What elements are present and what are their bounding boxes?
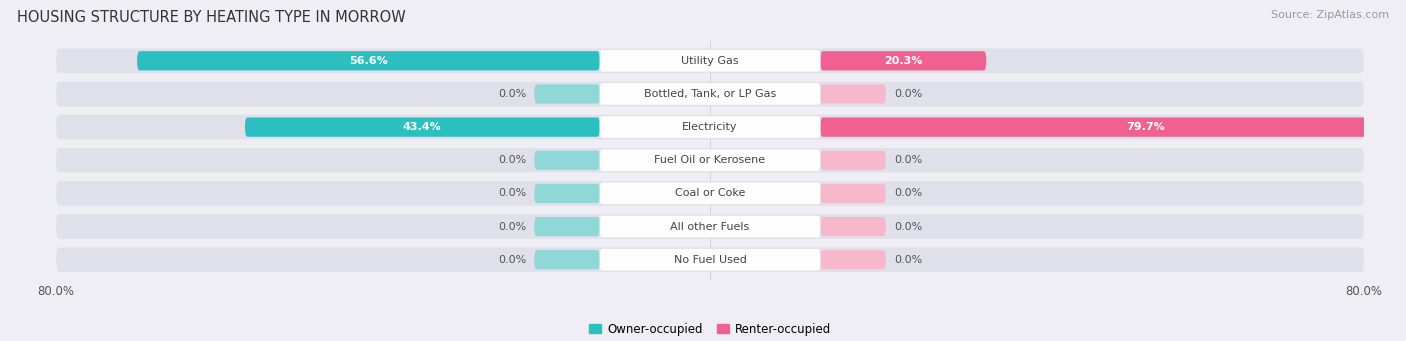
Text: Fuel Oil or Kerosene: Fuel Oil or Kerosene	[654, 155, 766, 165]
Text: 43.4%: 43.4%	[404, 122, 441, 132]
FancyBboxPatch shape	[820, 118, 1406, 137]
Text: 0.0%: 0.0%	[498, 222, 526, 232]
FancyBboxPatch shape	[56, 115, 1364, 139]
Legend: Owner-occupied, Renter-occupied: Owner-occupied, Renter-occupied	[585, 318, 835, 341]
Text: All other Fuels: All other Fuels	[671, 222, 749, 232]
FancyBboxPatch shape	[56, 48, 1364, 73]
FancyBboxPatch shape	[820, 184, 886, 203]
FancyBboxPatch shape	[534, 151, 600, 170]
FancyBboxPatch shape	[820, 151, 886, 170]
Text: 79.7%: 79.7%	[1126, 122, 1166, 132]
FancyBboxPatch shape	[534, 217, 600, 236]
FancyBboxPatch shape	[245, 118, 600, 137]
Text: Utility Gas: Utility Gas	[682, 56, 738, 66]
Text: No Fuel Used: No Fuel Used	[673, 255, 747, 265]
FancyBboxPatch shape	[820, 250, 886, 269]
FancyBboxPatch shape	[136, 51, 600, 71]
FancyBboxPatch shape	[534, 250, 600, 269]
Text: Source: ZipAtlas.com: Source: ZipAtlas.com	[1271, 10, 1389, 20]
FancyBboxPatch shape	[56, 148, 1364, 173]
Text: 0.0%: 0.0%	[498, 189, 526, 198]
FancyBboxPatch shape	[820, 217, 886, 236]
FancyBboxPatch shape	[599, 83, 821, 105]
FancyBboxPatch shape	[56, 248, 1364, 272]
FancyBboxPatch shape	[599, 216, 821, 237]
Text: 0.0%: 0.0%	[894, 222, 922, 232]
Text: 0.0%: 0.0%	[894, 189, 922, 198]
FancyBboxPatch shape	[599, 182, 821, 204]
Text: 20.3%: 20.3%	[884, 56, 922, 66]
FancyBboxPatch shape	[534, 184, 600, 203]
Text: 56.6%: 56.6%	[349, 56, 388, 66]
FancyBboxPatch shape	[820, 51, 987, 71]
FancyBboxPatch shape	[56, 82, 1364, 106]
Text: Coal or Coke: Coal or Coke	[675, 189, 745, 198]
FancyBboxPatch shape	[599, 50, 821, 72]
FancyBboxPatch shape	[599, 249, 821, 270]
FancyBboxPatch shape	[599, 149, 821, 171]
Text: 0.0%: 0.0%	[498, 89, 526, 99]
FancyBboxPatch shape	[534, 84, 600, 104]
FancyBboxPatch shape	[56, 214, 1364, 239]
FancyBboxPatch shape	[56, 181, 1364, 206]
Text: Electricity: Electricity	[682, 122, 738, 132]
FancyBboxPatch shape	[599, 116, 821, 138]
Text: 0.0%: 0.0%	[498, 155, 526, 165]
Text: 0.0%: 0.0%	[894, 155, 922, 165]
Text: HOUSING STRUCTURE BY HEATING TYPE IN MORROW: HOUSING STRUCTURE BY HEATING TYPE IN MOR…	[17, 10, 405, 25]
Text: 0.0%: 0.0%	[498, 255, 526, 265]
FancyBboxPatch shape	[820, 84, 886, 104]
Text: Bottled, Tank, or LP Gas: Bottled, Tank, or LP Gas	[644, 89, 776, 99]
Text: 0.0%: 0.0%	[894, 89, 922, 99]
Text: 0.0%: 0.0%	[894, 255, 922, 265]
